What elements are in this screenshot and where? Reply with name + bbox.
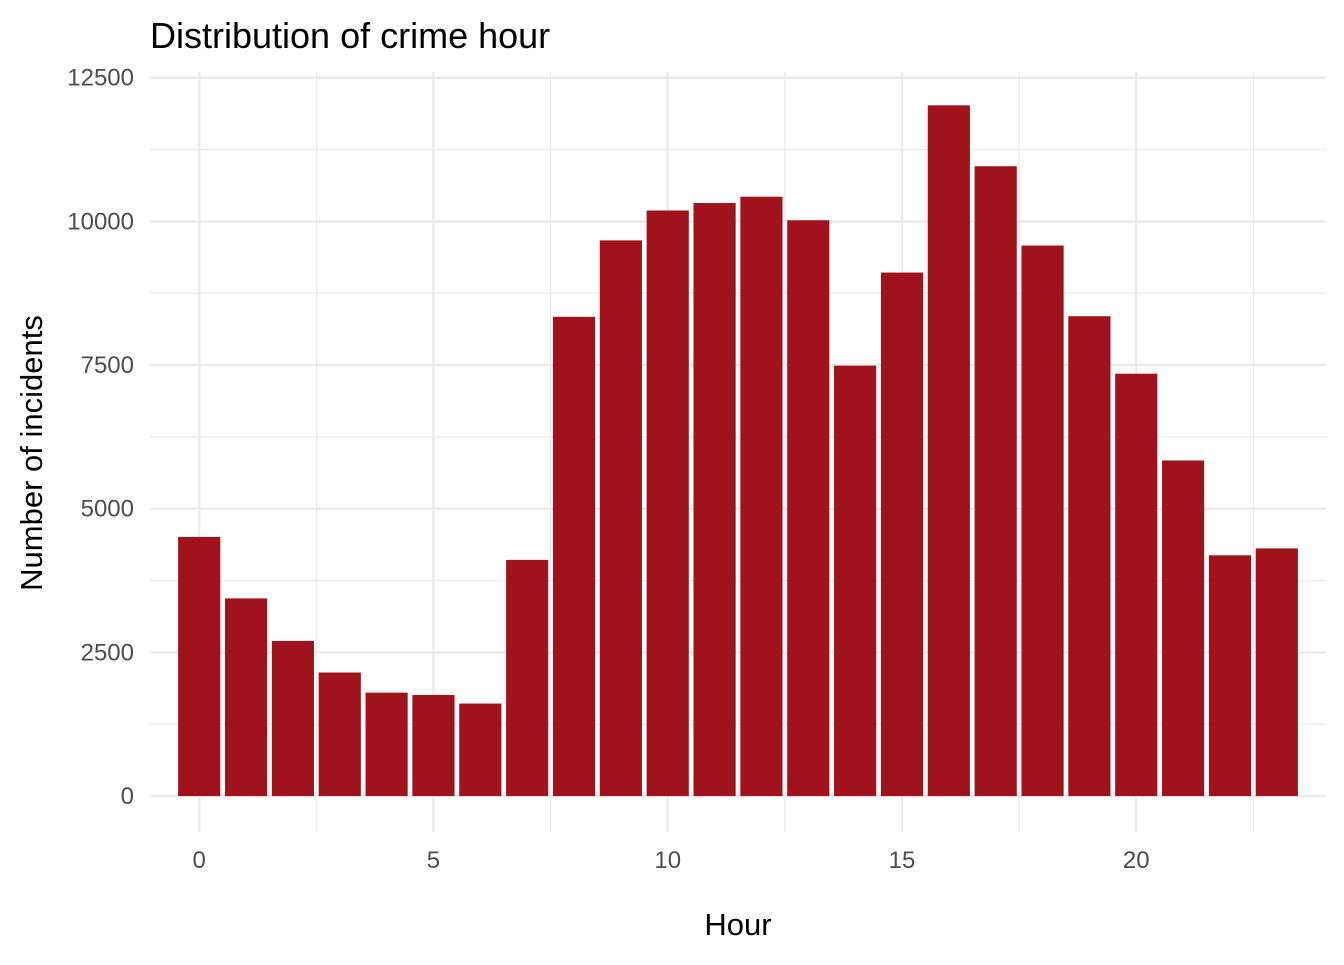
bar-hour-17 <box>974 166 1017 797</box>
chart-title: Distribution of crime hour <box>150 15 550 56</box>
bar-hour-11 <box>693 203 736 797</box>
bar-hour-21 <box>1162 460 1205 797</box>
y-tick-label: 2500 <box>81 639 134 666</box>
bar-hour-2 <box>271 640 314 797</box>
bar-hour-6 <box>459 703 502 797</box>
bar-hour-9 <box>599 240 642 797</box>
x-tick-label: 0 <box>193 847 206 874</box>
bar-hour-18 <box>1021 245 1064 797</box>
bar-hour-12 <box>740 196 783 797</box>
y-axis-ticks: 0 2500 5000 7500 10000 12500 <box>67 65 134 810</box>
y-tick-label: 10000 <box>67 208 134 235</box>
bar-hour-4 <box>365 692 408 797</box>
x-axis-title: Hour <box>704 907 771 942</box>
bar-hour-22 <box>1208 555 1252 797</box>
bar-hour-5 <box>412 694 455 797</box>
x-tick-label: 20 <box>1123 847 1150 874</box>
y-tick-label: 7500 <box>81 352 134 379</box>
y-tick-label: 0 <box>121 783 134 810</box>
x-tick-label: 15 <box>889 847 916 874</box>
x-axis-ticks: 0 5 10 15 20 <box>193 847 1150 874</box>
bar-hour-10 <box>646 210 689 797</box>
bar-hour-19 <box>1068 316 1111 797</box>
x-tick-label: 5 <box>427 847 440 874</box>
bar-hour-23 <box>1255 548 1298 797</box>
bar-hour-1 <box>224 598 268 797</box>
bar-hour-15 <box>880 272 924 797</box>
y-tick-label: 5000 <box>81 496 134 523</box>
y-tick-label: 12500 <box>67 65 134 92</box>
bar-hour-7 <box>506 559 549 797</box>
bar-hour-0 <box>178 536 221 797</box>
bar-hour-16 <box>927 105 970 797</box>
y-axis-title: Number of incidents <box>14 315 49 591</box>
bar-hour-20 <box>1115 373 1158 797</box>
bar-hour-13 <box>787 220 830 797</box>
bar-hour-8 <box>552 316 596 797</box>
bar-hour-14 <box>834 365 877 797</box>
bar-hour-3 <box>318 672 361 797</box>
bars <box>178 105 1298 797</box>
x-tick-label: 10 <box>654 847 681 874</box>
